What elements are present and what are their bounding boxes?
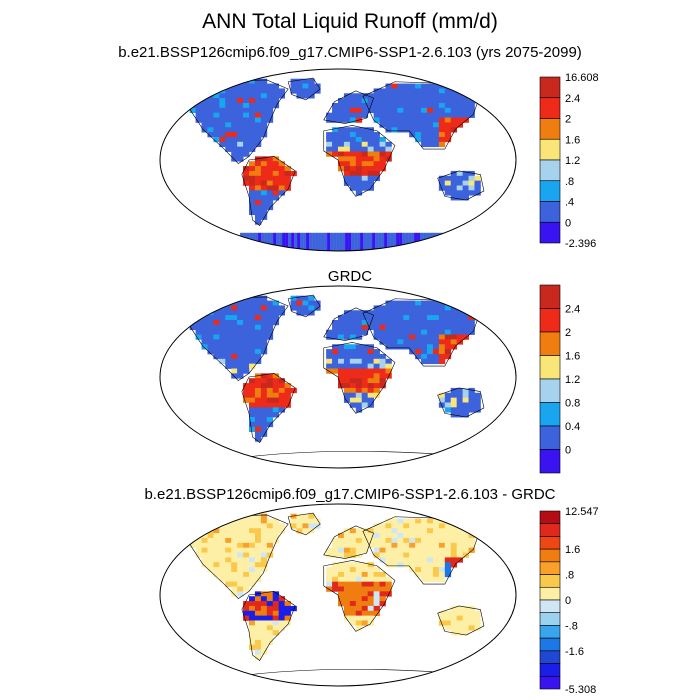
main-title: ANN Total Liquid Runoff (mm/d) xyxy=(202,10,498,33)
colorbar-segment xyxy=(539,510,561,525)
colorbar-tick-label: -1.6 xyxy=(565,646,584,658)
colorbar-tick-label: 1.6 xyxy=(565,134,580,146)
colorbar-tick-label: 0 xyxy=(565,445,571,457)
colorbar-segment xyxy=(539,612,561,626)
colorbar-segment xyxy=(539,449,561,474)
colorbar-tick-label: 0 xyxy=(565,595,571,607)
colorbar-tick-label: 0.4 xyxy=(565,421,580,433)
colorbar-segment xyxy=(539,663,561,677)
colorbar-segment xyxy=(539,650,561,664)
colorbar-tick-label: -2.396 xyxy=(565,238,596,250)
colorbar-0: 16.608 2.4 2 1.6 1.2 .8 .4 0 -2.396 xyxy=(539,72,599,250)
map-frame xyxy=(159,285,517,469)
colorbar-tick-label: 2 xyxy=(565,327,571,339)
coastline-southAmerica xyxy=(241,373,296,443)
panel-title-difference: b.e21.BSSP126cmip6.f09_g17.CMIP6-SSP1-2.… xyxy=(144,486,556,503)
map-panel-1 xyxy=(159,285,517,469)
runoff-grid xyxy=(180,512,485,677)
colorbar-tick-label: 0 xyxy=(565,217,571,229)
colorbar-segment xyxy=(539,586,561,601)
colorbar-segment xyxy=(539,574,561,588)
colorbar-tick-label: 12.547 xyxy=(565,506,599,518)
coastline-africa xyxy=(323,342,396,414)
colorbar-tick-label: -5.308 xyxy=(565,684,596,696)
colorbar-segment xyxy=(539,378,561,403)
colorbar-segment xyxy=(539,625,561,639)
colorbar-segment xyxy=(539,284,561,309)
colorbar-segment xyxy=(539,548,561,563)
colorbar-segment xyxy=(539,159,561,182)
colorbar-segment xyxy=(539,201,561,223)
colorbar-tick-label: 1.2 xyxy=(565,155,580,167)
colorbar-segment xyxy=(539,97,561,119)
colorbar-tick-label: 2.4 xyxy=(565,93,580,105)
colorbar-segment xyxy=(539,561,561,575)
colorbar-segment xyxy=(539,308,561,333)
colorbar-segment xyxy=(539,118,561,140)
colorbar-tick-label: 1.6 xyxy=(565,544,580,556)
map-panel-2 xyxy=(159,503,517,687)
coastline-southAmerica xyxy=(241,591,296,661)
coastline-europe xyxy=(323,307,374,341)
panel-title-grdc: GRDC xyxy=(327,268,373,285)
coastline-australia xyxy=(437,605,485,636)
colorbar-tick-label: 2.4 xyxy=(565,304,580,316)
colorbar-tick-label: 2 xyxy=(565,114,571,126)
coastline-africa xyxy=(323,560,396,632)
colorbar-segment xyxy=(539,331,561,356)
colorbar-segment xyxy=(539,637,561,652)
colorbar-tick-label: .8 xyxy=(565,570,574,582)
coastline-southAmerica xyxy=(241,156,296,226)
colorbar-2: 12.547 1.6 .8 0 -.8 -1.6 -5.308 xyxy=(539,506,599,696)
map-panel-0 xyxy=(159,68,517,252)
colorbar-segment xyxy=(539,675,561,690)
coastline-greenland xyxy=(287,77,321,101)
coastline-europe xyxy=(323,90,374,124)
map-frame xyxy=(159,68,517,252)
coastline-northAmerica xyxy=(180,514,289,600)
colorbar-tick-label: 1.6 xyxy=(565,351,580,363)
colorbar-tick-label: 16.608 xyxy=(565,72,599,84)
panel-title-model: b.e21.BSSP126cmip6.f09_g17.CMIP6-SSP1-2.… xyxy=(118,44,582,61)
colorbar-segment xyxy=(539,599,561,614)
colorbar-segment xyxy=(539,402,561,427)
coastline-europe xyxy=(323,525,374,559)
colorbar-segment xyxy=(539,523,561,537)
colorbar-segment xyxy=(539,425,561,450)
coastline-australia xyxy=(437,170,485,201)
colorbar-segment xyxy=(539,221,561,244)
colorbar-tick-label: 0.8 xyxy=(565,398,580,410)
runoff-grid xyxy=(180,77,485,251)
map-frame xyxy=(159,503,517,687)
colorbar-segment xyxy=(539,76,561,99)
colorbar-segment xyxy=(539,180,561,202)
colorbar-segment xyxy=(539,536,561,550)
coastline-australia xyxy=(437,387,485,418)
colorbar-segment xyxy=(539,355,561,380)
colorbar-tick-label: 1.2 xyxy=(565,374,580,386)
coastline-northAmerica xyxy=(180,79,289,165)
coastline-africa xyxy=(323,125,396,197)
colorbar-tick-label: .4 xyxy=(565,197,574,209)
coastline-greenland xyxy=(287,294,321,318)
coastline-greenland xyxy=(287,512,321,536)
coastline-northAmerica xyxy=(180,296,289,382)
colorbar-1: 2.4 2 1.6 1.2 0.8 0.4 0 xyxy=(539,284,580,474)
colorbar-tick-label: .8 xyxy=(565,176,574,188)
colorbar-segment xyxy=(539,138,561,161)
colorbar-tick-label: -.8 xyxy=(565,620,578,632)
